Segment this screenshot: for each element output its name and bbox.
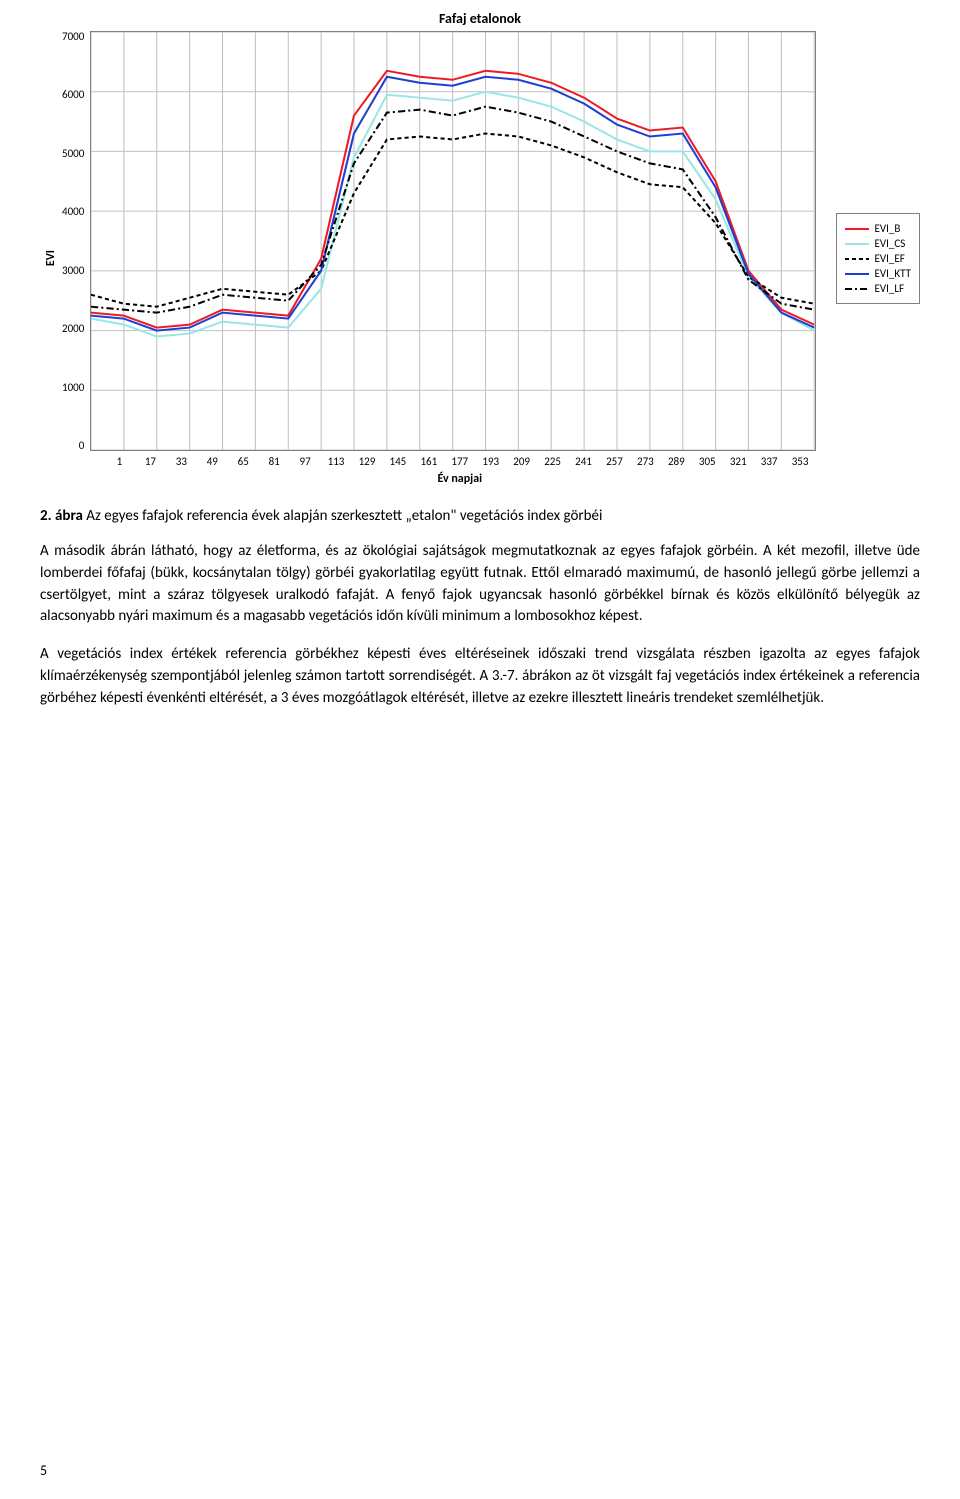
legend-label: EVI_CS [875, 237, 906, 250]
figure-label: 2. ábra [40, 507, 83, 525]
legend-swatch-evi-ef [845, 254, 869, 264]
x-axis-ticks: 1173349658197113129145161177193209225241… [104, 451, 816, 468]
figure-caption-text: Az egyes fafajok referencia évek alapján… [86, 507, 602, 525]
body-paragraph: A második ábrán látható, hogy az életfor… [40, 541, 920, 628]
line-chart: Fafaj etalonok EVI 7000 6000 5000 4000 3… [40, 10, 920, 486]
legend-label: EVI_EF [875, 252, 905, 265]
figure-caption: 2. ábra Az egyes fafajok referencia évek… [40, 506, 920, 527]
body-paragraph: A vegetációs index értékek referencia gö… [40, 644, 920, 709]
y-axis-label: EVI [40, 250, 62, 266]
legend-swatch-evi-b [845, 224, 869, 234]
legend-item: EVI_LF [845, 282, 911, 295]
legend-label: EVI_B [875, 222, 901, 235]
legend-item: EVI_KTT [845, 267, 911, 280]
legend-swatch-evi-cs [845, 239, 869, 249]
page-number: 5 [40, 1462, 47, 1479]
chart-legend: EVI_B EVI_CS EVI_EF EVI_KTT EVI_LF [836, 213, 920, 304]
legend-item: EVI_B [845, 222, 911, 235]
legend-label: EVI_KTT [875, 267, 911, 280]
chart-title: Fafaj etalonok [40, 10, 920, 27]
plot-area [90, 31, 815, 451]
legend-item: EVI_CS [845, 237, 911, 250]
legend-swatch-evi-lf [845, 284, 869, 294]
y-axis-ticks: 7000 6000 5000 4000 3000 2000 1000 0 [62, 31, 90, 451]
x-axis-label: Év napjai [104, 472, 816, 486]
legend-item: EVI_EF [845, 252, 911, 265]
legend-label: EVI_LF [875, 282, 905, 295]
legend-swatch-evi-ktt [845, 269, 869, 279]
